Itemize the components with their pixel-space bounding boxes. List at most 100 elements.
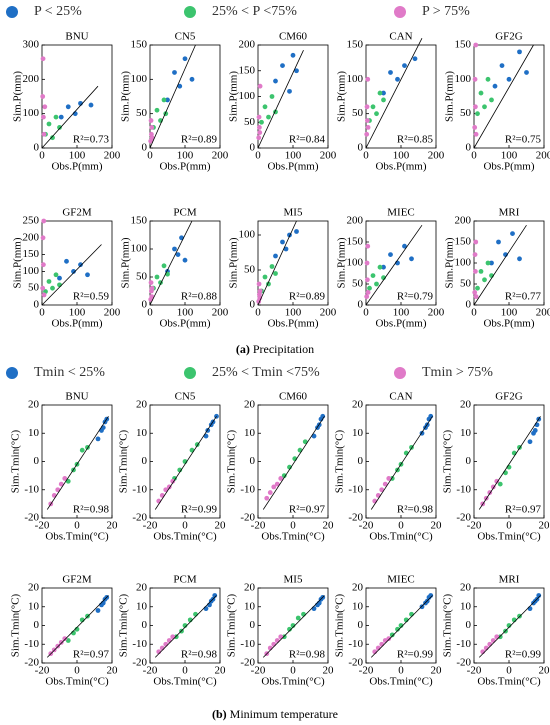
y-tick-label: 0 xyxy=(466,455,472,467)
panel: -20 0 20 -20 -10 0 10 20 GF2G Obs.Tmin(°C) Sim.Tmi… xyxy=(442,391,550,543)
panel-title: MRI xyxy=(499,574,520,586)
y-tick-label: 10 xyxy=(28,427,40,439)
panel: 0 100 200 0 50 100 150 PCM Obs.P(mm) Sim.P(mm) R²=… xyxy=(120,207,229,330)
y-tick-label: 150 xyxy=(23,248,40,260)
x-tick-label: 200 xyxy=(428,307,445,319)
point xyxy=(473,294,479,299)
fit-line xyxy=(154,416,217,510)
y-tick-label: 100 xyxy=(239,229,256,241)
point xyxy=(58,114,64,120)
x-tick-label: -20 xyxy=(143,665,158,677)
x-tick-label: 100 xyxy=(285,150,302,162)
point xyxy=(256,114,262,120)
y-tick-label: 0 xyxy=(142,142,148,154)
panel: -20 0 20 -20 -10 0 10 20 CAN Obs.Tmin(°C) Sim.Tmin… xyxy=(334,391,442,543)
point xyxy=(496,239,501,245)
point xyxy=(42,104,48,110)
y-tick-label: 0 xyxy=(358,455,364,467)
point xyxy=(374,281,379,287)
point xyxy=(478,269,484,274)
x-axis-label: Obs.Tmin(°C) xyxy=(261,676,325,688)
x-tick-label: 0 xyxy=(506,520,512,532)
y-tick-label: 20 xyxy=(136,399,148,411)
y-axis-label: Sim.P(mm) xyxy=(228,237,240,288)
point xyxy=(395,76,400,82)
y-tick-label: 10 xyxy=(28,600,40,612)
y-tick-label: 150 xyxy=(455,39,472,51)
x-axis-label: Obs.P(mm) xyxy=(159,318,210,330)
point xyxy=(177,83,183,89)
point xyxy=(172,246,177,252)
y-tick-label: -10 xyxy=(240,483,255,495)
y-tick-label: 150 xyxy=(131,215,148,227)
y-tick-label: 50 xyxy=(244,264,256,276)
y-tick-label: 50 xyxy=(244,116,256,128)
r2-annotation: R²=0.59 xyxy=(73,291,110,303)
legend-label: P < 25% xyxy=(34,4,82,19)
point xyxy=(499,63,505,68)
y-axis-label: Sim.Tmin(°C) xyxy=(442,593,454,657)
y-tick-label: 200 xyxy=(23,73,40,85)
point xyxy=(381,264,386,270)
point xyxy=(163,487,169,493)
x-axis-label: Obs.P(mm) xyxy=(159,161,210,173)
point xyxy=(478,90,484,96)
y-axis-label: Sim.P(mm) xyxy=(444,237,456,288)
point xyxy=(506,623,512,628)
y-tick-label: 0 xyxy=(142,619,148,631)
fit-line xyxy=(41,85,99,149)
point xyxy=(473,131,479,137)
y-tick-label: 0 xyxy=(466,619,472,631)
x-tick-label: -20 xyxy=(35,665,50,677)
point xyxy=(382,481,388,487)
point xyxy=(283,246,289,252)
x-axis-label: Obs.P(mm) xyxy=(375,318,426,330)
panel: 0 100 200 0 50 100 150 GF2G Obs.P(mm) Sim.P(mm) R²… xyxy=(444,31,550,173)
x-tick-label: 0 xyxy=(398,665,404,677)
point xyxy=(267,490,273,495)
point xyxy=(419,604,425,610)
panel-title: GF2G xyxy=(495,391,523,403)
y-axis-label: Sim.P(mm) xyxy=(336,237,348,288)
y-tick-label: -20 xyxy=(240,657,255,669)
point xyxy=(473,239,479,245)
point xyxy=(57,282,62,288)
point xyxy=(377,264,383,270)
point xyxy=(148,280,154,285)
y-axis-label: Sim.Tmin(°C) xyxy=(118,429,130,493)
y-tick-label: 50 xyxy=(28,282,40,294)
panel: 0 100 200 0 50 100 150 CN5 Obs.P(mm) Sim.P(mm) R²=… xyxy=(120,31,229,173)
point xyxy=(58,639,64,645)
caption-label: (b) xyxy=(212,707,227,721)
x-tick-label: -20 xyxy=(359,520,374,532)
point xyxy=(154,274,160,280)
y-axis-label: Sim.Tmin(°C) xyxy=(10,593,22,657)
point xyxy=(166,638,172,643)
y-tick-label: 10 xyxy=(244,600,256,612)
panel: -20 0 20 -20 -10 0 10 20 MI5 Obs.Tmin(°C) Sim.Tmin… xyxy=(226,574,334,688)
point xyxy=(374,111,379,117)
panel-title: MIEC xyxy=(387,574,415,586)
point xyxy=(473,269,478,274)
x-tick-label: 0 xyxy=(147,150,153,162)
panel-title: CN5 xyxy=(175,31,196,43)
point xyxy=(482,277,487,283)
point xyxy=(203,606,209,612)
y-tick-label: 100 xyxy=(131,243,148,255)
fit-line xyxy=(262,416,325,510)
y-tick-label: 0 xyxy=(358,619,364,631)
y-tick-label: 300 xyxy=(23,39,40,51)
point xyxy=(189,76,195,82)
point xyxy=(161,97,167,103)
y-tick-label: 200 xyxy=(455,215,472,227)
point xyxy=(497,481,503,487)
y-tick-label: -10 xyxy=(24,483,39,495)
point xyxy=(177,467,183,473)
fit-line xyxy=(478,595,541,658)
fit-line xyxy=(257,220,297,306)
x-tick-label: -20 xyxy=(359,665,374,677)
point xyxy=(149,294,155,299)
y-tick-label: 20 xyxy=(244,582,256,594)
legend-marker xyxy=(184,6,196,18)
point xyxy=(365,243,371,249)
